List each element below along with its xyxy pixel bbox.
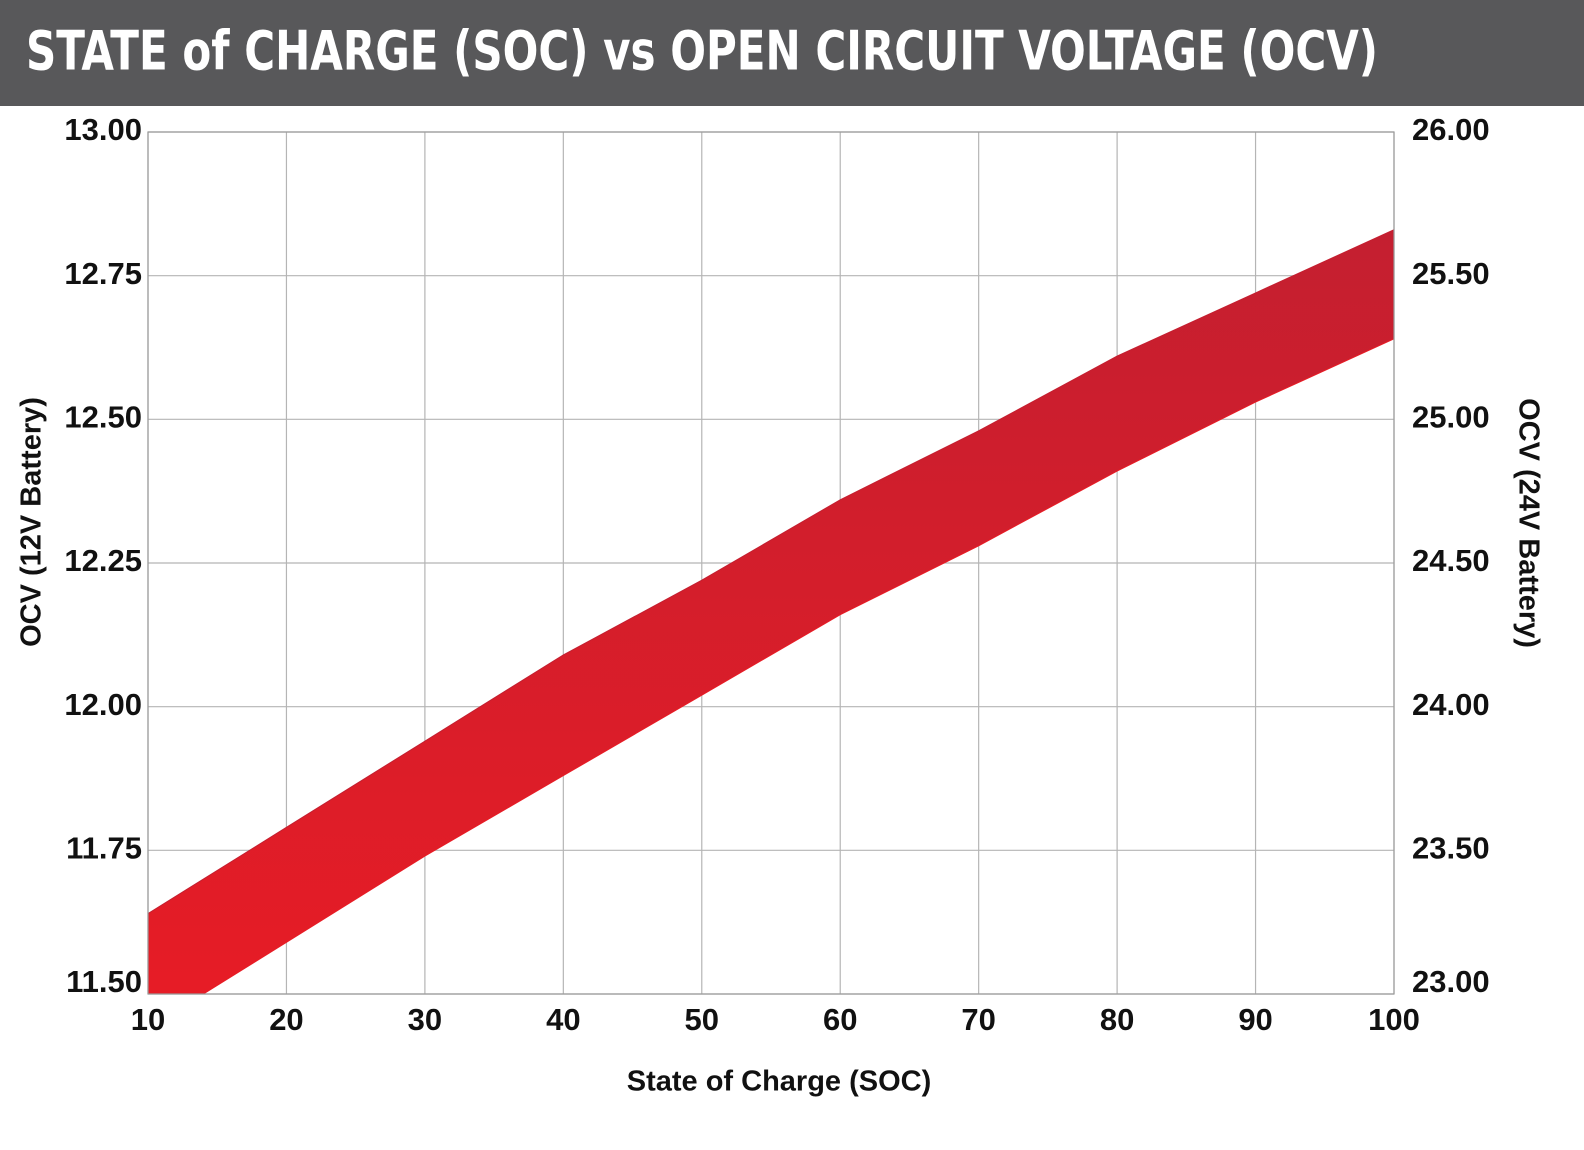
band-area [148,229,1394,994]
x-tick-label: 20 [269,1002,303,1037]
x-tick-label: 90 [1238,1002,1272,1037]
y-tick-label: 12.25 [64,543,142,578]
band-edge [202,338,1394,994]
x-axis-title: State of Charge (SOC) [627,1066,932,1098]
x-tick-label: 100 [1368,1002,1420,1037]
x-tick-label: 10 [131,1002,165,1037]
y-tick-label: 11.50 [66,964,142,999]
plot-area [148,229,1394,994]
plot-frame [147,131,1395,995]
y2-tick-label: 25.00 [1412,400,1490,435]
y2-tick-label: 23.50 [1412,831,1490,866]
x-tick-label: 40 [546,1002,580,1037]
y-tick-label: 13.00 [64,112,142,147]
y2-tick-label: 25.50 [1412,256,1490,291]
x-tick-label: 80 [1100,1002,1134,1037]
y2-tick-label: 23.00 [1412,964,1490,999]
y2-tick-label: 26.00 [1412,112,1490,147]
y-tick-label: 11.75 [66,831,142,866]
x-tick-label: 60 [823,1002,857,1037]
title-bar [0,0,1584,106]
x-tick-label: 70 [961,1002,995,1037]
y-tick-label: 12.00 [64,687,142,722]
chart-title: STATE of CHARGE (SOC) vs OPEN CIRCUIT VO… [26,20,1378,83]
band-edge [148,229,1394,914]
y2-tick-label: 24.50 [1412,543,1490,578]
y2-tick-label: 24.00 [1412,687,1490,722]
y-tick-label: 12.50 [64,400,142,435]
x-tick-label: 50 [685,1002,719,1037]
x-tick-label: 30 [408,1002,442,1037]
y-tick-label: 12.75 [64,256,142,291]
y2-axis-title: OCV (24V Battery) [1512,398,1544,648]
y-axis-title: OCV (12V Battery) [16,397,48,647]
